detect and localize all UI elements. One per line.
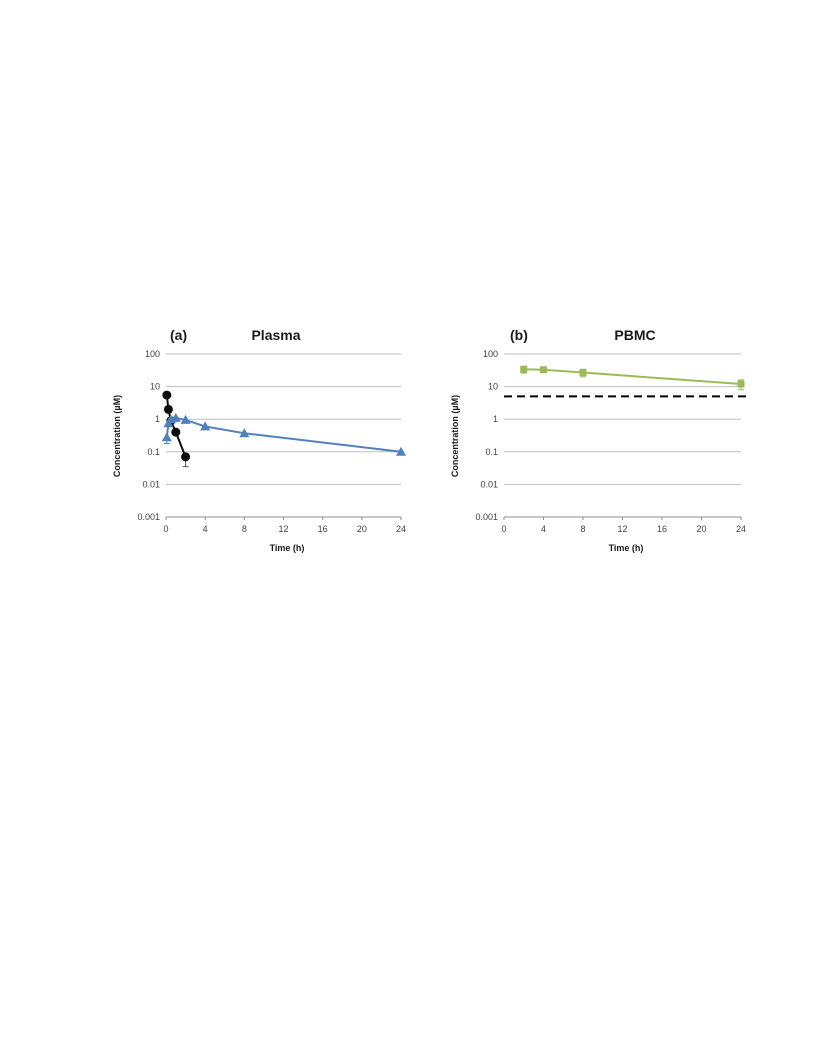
data-point-triangle — [200, 421, 211, 431]
x-tick-label-plasma: 20 — [357, 524, 367, 534]
x-tick-label-pbmc: 4 — [541, 524, 546, 534]
data-point-circle — [171, 427, 181, 437]
y-tick-label-pbmc: 10 — [488, 382, 498, 392]
data-point-square — [520, 365, 528, 373]
data-point-triangle — [170, 412, 181, 422]
chart-title-pbmc: PBMC — [614, 327, 655, 343]
data-point-circle — [163, 404, 173, 414]
panel-label-a: (a) — [170, 327, 187, 343]
y-tick-label-pbmc: 0.1 — [485, 447, 498, 457]
x-tick-label-plasma: 0 — [163, 524, 168, 534]
x-tick-label-pbmc: 24 — [736, 524, 746, 534]
y-tick-label-pbmc: 1 — [493, 414, 498, 424]
data-point-triangle — [396, 446, 406, 456]
y-tick-label-pbmc: 0.001 — [475, 512, 498, 522]
panel-pbmc: (b) PBMC Time (h) Concentration (µM) 0.0… — [450, 327, 749, 553]
data-point-square — [579, 369, 587, 377]
y-tick-label-plasma: 1 — [155, 414, 160, 424]
panel-plasma: (a) Plasma Time (h) Concentration (µM) 0… — [112, 327, 406, 553]
x-tick-label-pbmc: 16 — [657, 524, 667, 534]
x-tick-label-plasma: 16 — [318, 524, 328, 534]
x-tick-label-plasma: 4 — [203, 524, 208, 534]
x-tick-label-pbmc: 0 — [501, 524, 506, 534]
y-tick-label-pbmc: 0.01 — [480, 479, 498, 489]
panel-label-b: (b) — [510, 327, 528, 343]
x-axis-label-plasma: Time (h) — [270, 543, 305, 553]
x-tick-label-plasma: 8 — [242, 524, 247, 534]
data-point-square — [737, 380, 745, 388]
data-point-circle — [181, 452, 191, 462]
series-line-plasma-1 — [165, 416, 402, 453]
x-tick-label-pbmc: 12 — [617, 524, 627, 534]
data-point-triangle — [239, 428, 250, 438]
y-tick-label-pbmc: 100 — [483, 349, 498, 359]
data-point-triangle — [161, 432, 172, 442]
y-axis-label-plasma: Concentration (µM) — [112, 395, 122, 477]
y-axis-label-pbmc: Concentration (µM) — [450, 395, 460, 477]
chart-title-plasma: Plasma — [251, 327, 300, 343]
y-tick-label-plasma: 0.001 — [137, 512, 160, 522]
x-axis-label-pbmc: Time (h) — [609, 543, 644, 553]
x-tick-label-plasma: 24 — [396, 524, 406, 534]
data-point-circle — [162, 390, 172, 400]
y-tick-label-plasma: 0.01 — [142, 479, 160, 489]
y-tick-label-plasma: 100 — [145, 349, 160, 359]
data-point-triangle — [180, 414, 191, 424]
x-tick-label-plasma: 12 — [278, 524, 288, 534]
y-tick-label-plasma: 10 — [150, 382, 160, 392]
series-line-pbmc-0 — [523, 368, 742, 386]
y-tick-label-plasma: 0.1 — [147, 447, 160, 457]
x-tick-label-pbmc: 8 — [580, 524, 585, 534]
data-point-square — [540, 366, 547, 374]
x-tick-label-pbmc: 20 — [696, 524, 706, 534]
